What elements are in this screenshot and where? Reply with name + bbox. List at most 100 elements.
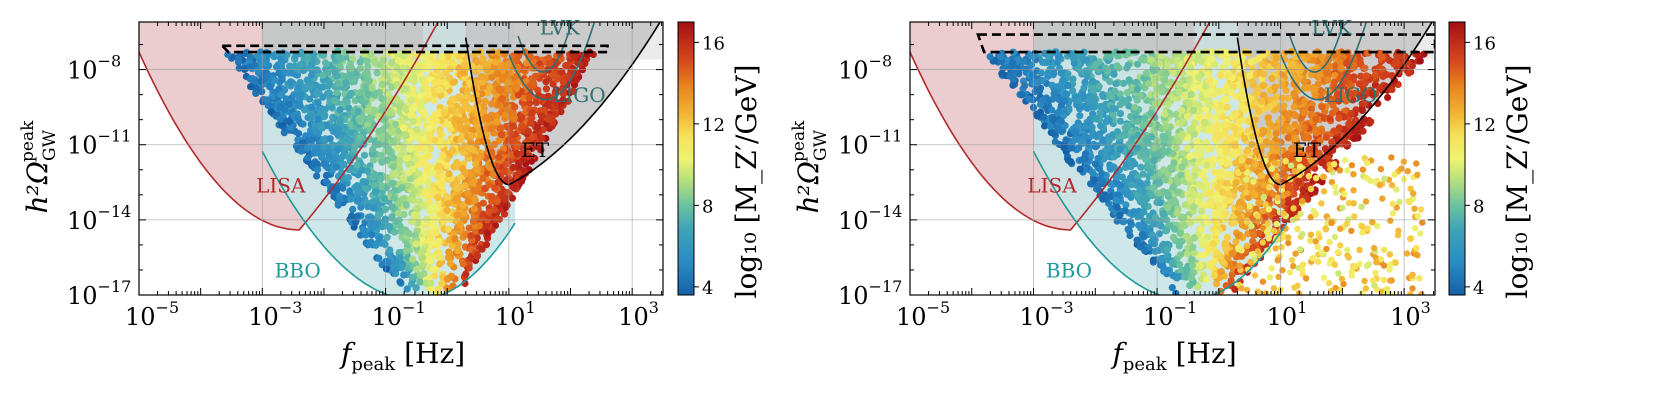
data-point: [1130, 208, 1138, 216]
data-point: [385, 222, 393, 230]
y-axis-title: h²ΩGWpeak: [18, 120, 60, 214]
data-point: [366, 240, 374, 248]
data-point: [453, 161, 461, 169]
data-point: [1318, 128, 1326, 136]
data-point: [415, 197, 423, 205]
data-point: [378, 182, 386, 190]
data-point: [524, 127, 532, 135]
data-point: [388, 83, 396, 91]
data-point: [559, 78, 567, 86]
data-point: [528, 144, 536, 152]
data-point: [360, 151, 369, 159]
data-point: [409, 196, 417, 204]
data-point: [1119, 79, 1127, 87]
data-point: [476, 131, 484, 139]
data-point: [459, 148, 467, 157]
data-point: [478, 245, 486, 253]
data-point: [453, 184, 461, 193]
data-point: [400, 52, 408, 60]
data-point: [369, 156, 377, 164]
data-point: [1206, 126, 1214, 135]
data-point: [275, 69, 283, 77]
data-point: [1009, 81, 1017, 89]
data-point: [395, 164, 404, 173]
data-point: [370, 181, 378, 189]
data-point: [495, 153, 503, 161]
data-point: [513, 142, 521, 150]
data-point: [391, 228, 399, 236]
data-point: [519, 156, 527, 164]
lvk-curve: [517, 22, 573, 73]
data-point: [1090, 176, 1098, 184]
data-point: [446, 215, 454, 223]
data-point: [292, 64, 300, 72]
data-point: [402, 201, 410, 209]
data-point: [500, 168, 508, 176]
data-point: [433, 110, 441, 118]
data-point: [462, 270, 470, 278]
data-point: [368, 231, 376, 239]
detector-label-bbo: BBO: [275, 258, 321, 282]
data-point: [1087, 103, 1095, 111]
data-point: [235, 64, 243, 72]
data-point: [444, 194, 452, 202]
data-point: [436, 260, 444, 268]
data-point: [1282, 86, 1290, 95]
data-point: [1176, 251, 1185, 259]
data-point: [419, 135, 427, 143]
data-point: [444, 225, 452, 233]
data-point: [392, 170, 400, 178]
data-point: [1143, 179, 1151, 187]
data-point: [1144, 139, 1152, 147]
data-point: [1231, 151, 1239, 159]
data-point: [445, 248, 453, 256]
data-point: [436, 210, 444, 218]
data-point: [400, 271, 408, 279]
data-point: [314, 99, 322, 107]
data-point: [419, 247, 427, 255]
data-point: [493, 118, 501, 126]
data-point: [438, 53, 446, 61]
data-point: [301, 106, 309, 114]
data-point: [1092, 143, 1100, 151]
data-point: [381, 115, 389, 123]
data-point: [1179, 118, 1187, 126]
data-point: [1255, 199, 1263, 207]
data-point: [1185, 100, 1193, 108]
data-point: [1226, 196, 1234, 204]
data-point: [428, 169, 436, 177]
data-point: [418, 129, 426, 137]
data-point: [435, 79, 443, 87]
data-point: [510, 184, 518, 192]
data-point: [464, 189, 472, 197]
data-point: [416, 92, 424, 100]
data-point: [537, 118, 545, 126]
data-point: [271, 76, 279, 84]
data-point: [260, 59, 268, 67]
data-point: [1194, 197, 1202, 205]
data-point: [498, 75, 506, 83]
data-point: [495, 85, 503, 93]
data-point: [1111, 87, 1119, 95]
data-point: [267, 102, 275, 110]
x-tick-label: 10−3: [248, 298, 302, 331]
data-point: [320, 51, 328, 59]
data-point: [509, 163, 517, 172]
data-point: [280, 68, 288, 76]
data-point: [509, 122, 517, 130]
data-point: [528, 109, 536, 117]
data-point: [1105, 137, 1113, 145]
data-point: [418, 98, 426, 106]
data-point: [1210, 271, 1218, 279]
data-point: [1116, 90, 1124, 98]
data-point: [358, 97, 366, 105]
detector-label-ligo: LIGO: [552, 83, 606, 107]
data-point: [1361, 64, 1369, 72]
data-point: [1197, 57, 1206, 65]
data-point: [455, 93, 463, 101]
data-point: [347, 89, 355, 97]
data-point: [304, 154, 312, 162]
data-point: [351, 142, 359, 150]
data-point: [1215, 172, 1223, 180]
